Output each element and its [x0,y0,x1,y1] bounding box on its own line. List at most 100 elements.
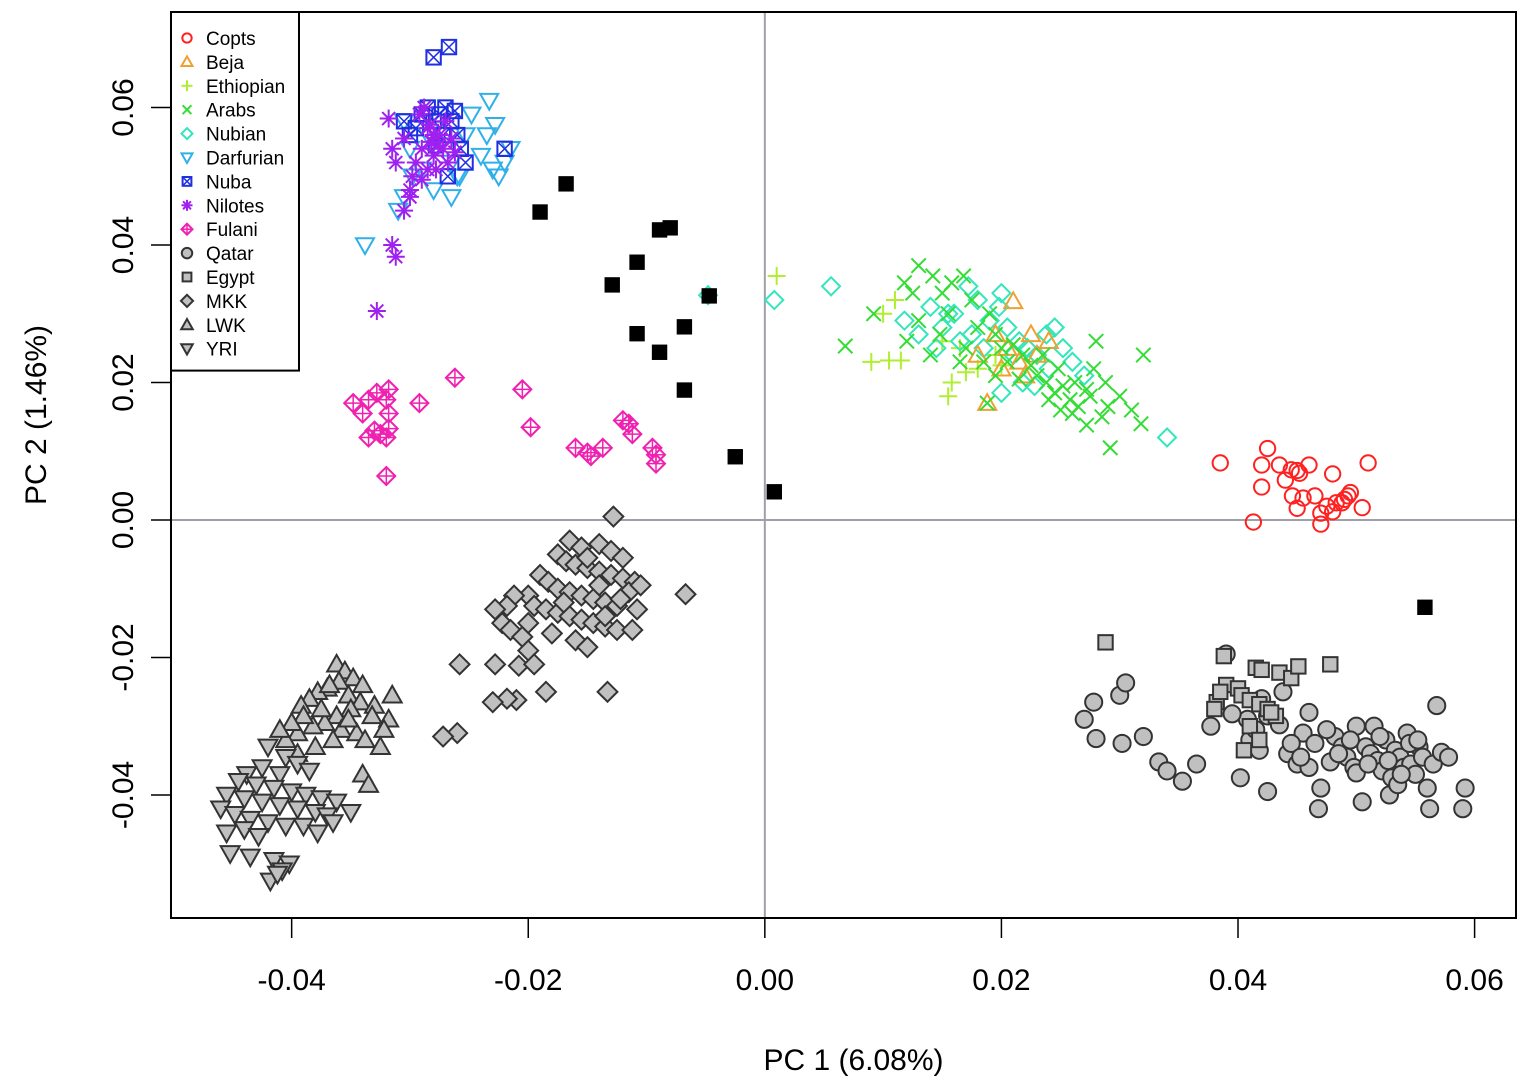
point-nilotes [395,201,414,220]
x-tick-label: 0.06 [1445,964,1503,997]
point-highlighted-samples [604,277,620,293]
point-mkk [605,618,629,642]
point-yri [218,845,242,865]
point-arabs [1011,371,1028,387]
point-mkk [629,573,652,597]
point-yri [247,827,270,848]
series-lwk [268,652,404,793]
legend-item-fulani: Fulani [180,220,258,241]
point-nilotes [400,187,419,206]
point-copts [1244,513,1263,531]
y-tick-label: -0.04 [107,761,140,829]
point-fulani [352,403,374,424]
point-qatar [1439,747,1459,767]
point-mkk [540,622,564,645]
point-yri [215,786,238,807]
legend-symbol-icon [179,343,195,357]
point-nilotes [412,170,431,189]
point-mkk [576,635,599,659]
point-arabs [910,257,927,274]
y-axis: -0.04 -0.02 0.00 0.02 0.04 0.06 [107,78,171,829]
point-nubian [1061,351,1083,373]
legend-symbol-icon [180,246,194,260]
point-copts [1359,454,1377,472]
legend-label: Copts [206,29,256,50]
point-darfurian [470,147,492,167]
point-yri [245,776,268,797]
point-yri [310,790,333,810]
point-arabs [932,326,948,343]
point-arabs [1111,388,1128,405]
point-beja [976,392,998,411]
point-nilotes [445,143,464,162]
point-lwk [351,673,374,694]
point-qatar [1230,768,1250,788]
point-arabs [1082,388,1099,405]
point-nubian [925,337,947,359]
point-copts [1327,494,1345,512]
legend-label: LWK [206,316,246,337]
point-arabs [1023,357,1039,374]
point-arabs [910,312,927,329]
point-beja [967,343,989,363]
point-copts [1288,499,1306,517]
point-copts [1253,478,1271,496]
point-fulani [580,445,602,467]
data-points [209,38,1475,893]
point-arabs [993,340,1010,357]
point-fulani [409,392,430,414]
y-tick-label: 0.02 [107,353,140,411]
point-lwk [318,673,341,694]
legend-item-ethiopian: Ethiopian [181,77,285,98]
point-qatar [1453,799,1473,819]
legend-item-nilotes: Nilotes [181,196,264,217]
point-arabs [981,305,998,322]
x-axis-title: PC 1 (6.08%) [763,1044,943,1077]
point-beja [990,357,1013,377]
point-nuba [496,140,513,157]
point-arabs [1102,439,1119,456]
legend-item-lwk: LWK [179,316,246,337]
y-axis-title: PC 2 (1.46%) [20,325,53,505]
x-tick-label: -0.02 [494,964,562,997]
point-mkk [552,591,576,614]
series-copts [1211,439,1377,533]
legend-symbol-icon [179,152,195,166]
point-nubian [937,303,959,325]
point-arabs [969,319,986,336]
point-qatar [1352,792,1372,812]
point-qatar [1358,754,1378,774]
legend-symbol-icon [179,54,195,68]
point-qatar [1172,771,1192,791]
point-copts [1270,456,1289,474]
point-beja [1014,364,1036,384]
point-arabs [1123,402,1140,418]
point-darfurian [354,237,376,257]
point-lwk [286,721,309,742]
point-qatar [1370,726,1390,747]
point-copts [1294,489,1312,507]
point-mkk [576,546,599,570]
x-tick-label: 0.02 [972,964,1030,997]
point-qatar [1084,692,1104,712]
point-arabs [1014,347,1031,363]
point-qatar [1299,702,1319,723]
point-lwk [369,735,392,756]
point-nilotes [386,153,405,172]
legend-symbol-icon [181,32,193,44]
point-fulani [520,416,542,438]
point-nilotes [415,98,434,117]
legend-item-mkk: MKK [179,292,248,313]
point-darfurian [487,168,510,188]
point-nubian [1035,323,1057,345]
reference-lines [171,12,1516,918]
point-nubian [1156,427,1178,448]
point-nilotes [367,302,386,321]
point-qatar [1408,730,1428,750]
x-axis: -0.04 -0.02 0.00 0.02 0.04 0.06 [257,918,1504,997]
x-tick-label: -0.04 [257,964,325,997]
point-darfurian [422,182,445,202]
legend-label: Arabs [206,101,256,122]
point-qatar [1455,778,1475,798]
point-mkk [522,653,546,676]
